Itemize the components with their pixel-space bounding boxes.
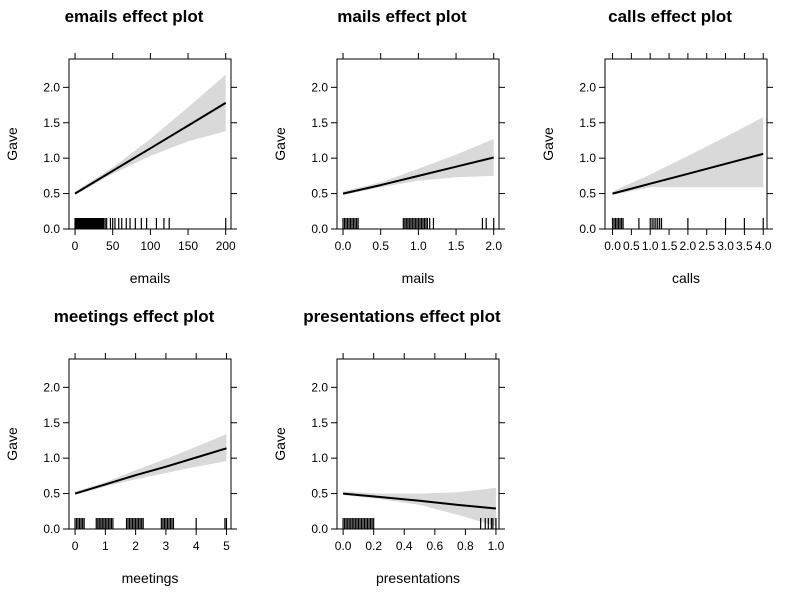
x-tick-label: 200 — [216, 239, 236, 253]
x-axis-label: mails — [402, 270, 435, 286]
x-tick-label: 1.5 — [448, 239, 465, 253]
panel-title: meetings effect plot — [54, 307, 215, 326]
y-axis-label: Gave — [540, 127, 556, 161]
y-tick-label: 2.0 — [43, 80, 60, 94]
plot-frame — [604, 58, 768, 230]
y-tick-label: 1.0 — [43, 451, 60, 465]
x-tick-label: 4 — [193, 539, 200, 553]
y-tick-label: 1.5 — [43, 116, 60, 130]
x-tick-label: 150 — [178, 239, 198, 253]
x-tick-label: 0.6 — [426, 539, 443, 553]
x-tick-label: 1.0 — [488, 539, 505, 553]
y-tick-label: 2.0 — [43, 380, 60, 394]
x-axis-label: emails — [130, 270, 170, 286]
y-tick-label: 0.5 — [43, 487, 60, 501]
confidence-band — [75, 434, 227, 495]
plot-frame — [336, 358, 500, 530]
x-tick-label: 4.0 — [755, 239, 772, 253]
x-tick-label: 2.0 — [680, 239, 697, 253]
effect-panel: emails effect plot 0 50 100 150 200 0.0 0.5 1.0 1… — [4, 7, 237, 286]
confidence-band — [612, 117, 764, 195]
y-tick-label: 2.0 — [579, 80, 596, 94]
panel-title: calls effect plot — [608, 7, 732, 26]
x-axis-label: calls — [672, 270, 700, 286]
effect-line — [342, 156, 494, 195]
y-tick-label: 0.0 — [311, 522, 328, 536]
x-tick-label: 0.0 — [335, 539, 352, 553]
x-tick-label: 0 — [72, 539, 79, 553]
y-tick-label: 2.0 — [311, 380, 328, 394]
y-tick-label: 2.0 — [311, 80, 328, 94]
x-tick-label: 1.5 — [661, 239, 678, 253]
y-axis-label: Gave — [272, 427, 288, 461]
plot-frame — [68, 358, 232, 530]
effect-line — [74, 102, 227, 195]
x-tick-label: 0 — [72, 239, 79, 253]
x-tick-label: 0.4 — [396, 539, 413, 553]
x-axis-label: meetings — [122, 570, 179, 586]
x-tick-label: 1 — [102, 539, 109, 553]
x-tick-label: 2 — [132, 539, 139, 553]
effect-line — [612, 152, 764, 195]
y-tick-label: 1.0 — [579, 151, 596, 165]
x-tick-label: 3.0 — [717, 239, 734, 253]
y-tick-label: 1.5 — [43, 416, 60, 430]
x-tick-label: 5 — [223, 539, 230, 553]
effect-line — [74, 447, 227, 495]
y-axis-label: Gave — [4, 127, 20, 161]
plot-frame — [336, 58, 500, 230]
x-tick-label: 100 — [140, 239, 160, 253]
y-axis-label: Gave — [4, 427, 20, 461]
y-tick-label: 1.5 — [579, 116, 596, 130]
y-tick-label: 1.0 — [311, 151, 328, 165]
y-tick-label: 0.0 — [311, 222, 328, 236]
x-tick-label: 0.8 — [457, 539, 474, 553]
x-tick-label: 2.5 — [698, 239, 715, 253]
y-tick-label: 0.0 — [43, 522, 60, 536]
x-tick-label: 0.2 — [365, 539, 382, 553]
x-tick-label: 0.5 — [623, 239, 640, 253]
y-tick-label: 0.5 — [579, 187, 596, 201]
x-tick-label: 50 — [106, 239, 120, 253]
effect-panel: meetings effect plot 0 1 2 3 4 5 0.0 0.5 1.0 1.5 2.… — [4, 307, 237, 586]
y-axis-label: Gave — [272, 127, 288, 161]
y-tick-label: 0.5 — [43, 187, 60, 201]
x-tick-label: 1.0 — [642, 239, 659, 253]
panel-title: emails effect plot — [65, 7, 204, 26]
effect-panel: mails effect plot 0.0 0.5 1.0 1.5 2.0 0.0 0.5 1.… — [272, 7, 505, 286]
x-tick-label: 3 — [163, 539, 170, 553]
y-tick-label: 0.5 — [311, 487, 328, 501]
x-tick-label: 3.5 — [736, 239, 753, 253]
confidence-band — [343, 139, 494, 195]
effect-line — [343, 492, 496, 510]
x-tick-label: 2.0 — [485, 239, 502, 253]
x-tick-label: 0.5 — [372, 239, 389, 253]
x-tick-label: 0.0 — [604, 239, 621, 253]
x-tick-label: 0.0 — [335, 239, 352, 253]
x-axis-label: presentations — [376, 570, 460, 586]
x-tick-label: 1.0 — [410, 239, 427, 253]
y-tick-label: 1.5 — [311, 116, 328, 130]
y-tick-label: 1.0 — [311, 451, 328, 465]
panel-title: mails effect plot — [337, 7, 467, 26]
y-tick-label: 1.0 — [43, 151, 60, 165]
y-tick-label: 0.5 — [311, 187, 328, 201]
y-tick-label: 0.0 — [43, 222, 60, 236]
confidence-band — [75, 74, 226, 195]
y-tick-label: 1.5 — [311, 416, 328, 430]
effect-panel: presentations effect plot 0.0 0.2 0.4 0.6 0.8… — [272, 307, 505, 586]
y-tick-label: 0.0 — [579, 222, 596, 236]
panel-title: presentations effect plot — [303, 307, 501, 326]
